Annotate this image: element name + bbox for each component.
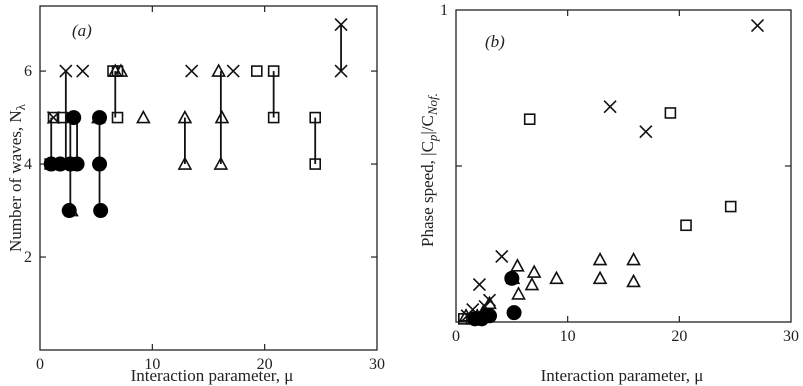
panel-b-cross-point-8 xyxy=(750,19,765,33)
panel-a-cross-point-5 xyxy=(334,18,348,32)
panel-b-label: (b) xyxy=(485,32,505,51)
panel-b-y-axis-label: Phase speed, |Cp|/CNof. xyxy=(418,93,440,247)
panel-a-circle-point-3 xyxy=(61,203,77,219)
panel-a-x-axis-label: Interaction parameter, μ xyxy=(131,366,294,385)
panel-b-triangle-point-10 xyxy=(592,270,608,285)
panel-b-cross-point-1-stroke-2 xyxy=(466,302,480,317)
panel-a-y-tick-label-0: 2 xyxy=(24,249,32,266)
panel-a-cross-point-0 xyxy=(46,111,61,125)
panel-a-cross-point-6-stroke-2 xyxy=(334,64,348,78)
panel-a-cross-point-1 xyxy=(59,64,73,78)
panel-a-square-point-8 xyxy=(267,65,280,77)
panel-a-triangle-point-8 xyxy=(211,63,226,77)
panel-a-cross-point-3 xyxy=(185,64,199,78)
panel-a-marks xyxy=(43,18,348,219)
panel-a-x-tick-label-1: 10 xyxy=(144,356,160,373)
panel-a-x-tick-label-2: 20 xyxy=(257,356,273,373)
panel-a-cross-point-2-stroke-2 xyxy=(76,64,90,78)
panel-a-triangle-point-9 xyxy=(214,109,230,124)
panel-b-x-tick-label-1: 10 xyxy=(560,328,576,345)
panel-b-cross-point-4 xyxy=(482,293,497,307)
panel-a-frame xyxy=(39,5,378,351)
panel-a-y-tick-label-1: 4 xyxy=(24,156,32,173)
panel-a-y-tick-label-2: 6 xyxy=(24,63,32,80)
panel-b-circle-point-5 xyxy=(506,305,522,321)
panel-a-cross-point-4-stroke-2 xyxy=(226,64,240,78)
panel-b-cross-point-2 xyxy=(472,277,487,292)
panel-b-marks xyxy=(458,19,765,327)
panel-a-cross-point-1-stroke-2 xyxy=(59,64,73,78)
panel-b-x-tick-label-2: 20 xyxy=(671,328,687,345)
panel-a: (a) Interaction parameter, μ Number of w… xyxy=(6,5,385,385)
panel-b: (b) Interaction parameter, μ Phase speed… xyxy=(418,2,799,385)
panel-a-cross-point-0-stroke-2 xyxy=(46,111,61,125)
panel-a-square-point-10 xyxy=(309,111,322,124)
panel-b-square-point-3 xyxy=(664,107,677,119)
panel-a-cross-point-6 xyxy=(334,64,348,78)
panel-b-x-axis-label: Interaction parameter, μ xyxy=(541,366,704,385)
panel-b-circle-point-4 xyxy=(504,270,520,286)
panel-b-triangle-point-9 xyxy=(549,270,564,285)
panel-a-x-tick-label-0: 0 xyxy=(36,356,44,373)
panel-a-x-tick-label-3: 30 xyxy=(369,356,385,373)
panel-b-cross-point-7-stroke-2 xyxy=(639,125,653,139)
panel-b-square-point-2 xyxy=(523,113,536,125)
panel-b-cross-point-5-stroke-2 xyxy=(495,249,509,264)
panel-b-triangle-point-13 xyxy=(626,251,641,266)
panel-a-square-point-5 xyxy=(111,111,124,124)
panel-a-square-point-11 xyxy=(309,158,322,170)
panel-a-circle-point-8 xyxy=(93,203,109,219)
panel-a-triangle-point-7 xyxy=(177,156,193,170)
panel-b-circle-point-3 xyxy=(482,308,497,324)
panel-a-circle-point-7 xyxy=(92,156,108,172)
panel-b-x-tick-label-3: 30 xyxy=(783,328,799,345)
panel-b-cross-point-7 xyxy=(639,125,653,139)
panel-a-triangle-point-10 xyxy=(213,156,229,170)
panel-a-label: (a) xyxy=(72,21,92,40)
panel-b-y-tick-label-0: 1 xyxy=(440,2,448,19)
panel-b-cross-point-2-stroke-2 xyxy=(472,277,487,292)
panel-b-triangle-point-12 xyxy=(626,273,641,288)
panel-b-x-tick-label-0: 0 xyxy=(452,328,460,345)
panel-a-cross-point-5-stroke-2 xyxy=(334,18,348,32)
panel-b-cross-point-4-stroke-2 xyxy=(482,293,497,307)
panel-a-square-point-7 xyxy=(251,65,263,77)
panel-b-triangle-point-11 xyxy=(592,251,608,266)
panel-a-cross-point-2 xyxy=(76,64,90,78)
panel-a-triangle-point-6 xyxy=(177,109,193,124)
panel-b-triangle-point-7 xyxy=(524,276,540,291)
panel-b-triangle-point-6 xyxy=(511,286,526,300)
panel-a-circle-point-5 xyxy=(69,156,85,172)
panel-a-square-point-6 xyxy=(111,65,124,77)
panel-b-cross-point-6 xyxy=(603,100,617,114)
panel-b-square-point-5 xyxy=(724,200,737,213)
panel-b-ticks: 0 10 20 30 1 xyxy=(440,2,799,345)
panel-b-square-point-4 xyxy=(680,219,692,232)
panel-a-square-point-2 xyxy=(47,111,60,124)
panel-a-cross-point-3-stroke-2 xyxy=(185,64,199,78)
panel-a-triangle-point-5 xyxy=(135,109,151,124)
panel-b-triangle-point-5 xyxy=(510,258,525,272)
panel-a-circle-point-4 xyxy=(66,110,82,126)
panel-a-y-axis-label: Number of waves, Nλ xyxy=(6,103,28,252)
panel-a-circle-point-6 xyxy=(92,110,108,126)
panel-b-cross-point-6-stroke-2 xyxy=(603,100,617,114)
panel-a-cross-point-4 xyxy=(226,64,240,78)
panel-a-ticks: 0 10 20 30 2 4 6 xyxy=(24,6,385,373)
panel-b-cross-point-5 xyxy=(495,249,509,264)
panel-a-square-point-9 xyxy=(267,111,280,124)
panel-b-cross-point-8-stroke-2 xyxy=(750,19,765,33)
panel-b-triangle-point-8 xyxy=(526,264,542,278)
